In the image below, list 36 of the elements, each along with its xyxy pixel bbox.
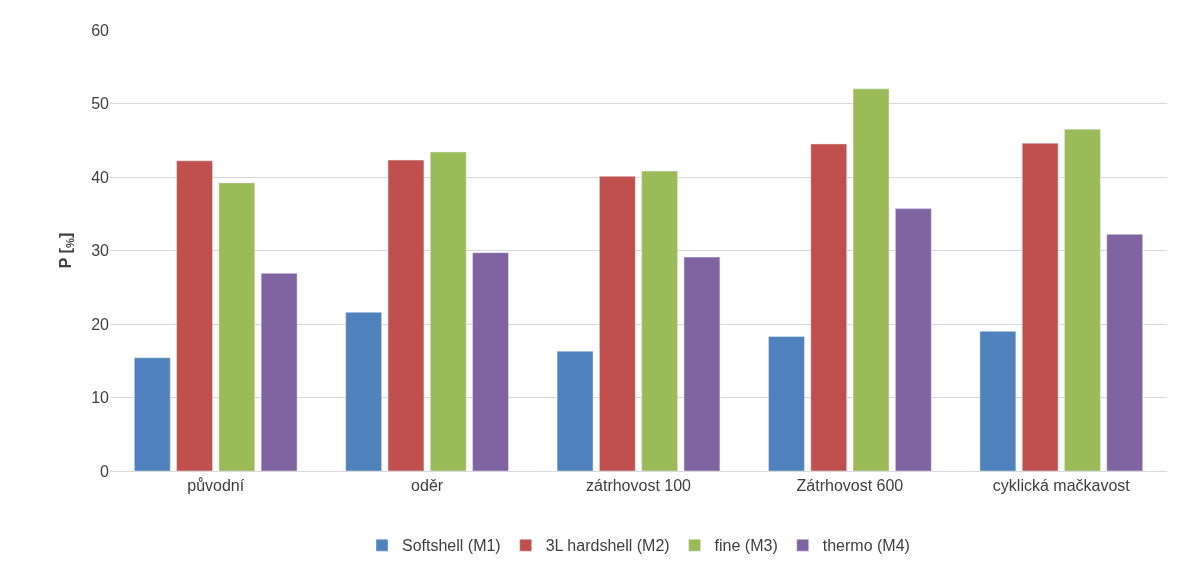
bar <box>176 160 213 471</box>
legend-label: thermo (M4) <box>822 537 910 555</box>
bar <box>599 176 636 471</box>
bar <box>260 273 298 471</box>
x-tick-label: původní <box>187 477 245 495</box>
bar <box>895 208 932 471</box>
y-tick-label: 30 <box>91 242 110 260</box>
bar <box>810 143 847 471</box>
bar <box>387 159 425 471</box>
bar <box>430 151 467 471</box>
y-tick-label: 50 <box>91 95 110 113</box>
y-tick-label: 10 <box>91 389 110 407</box>
y-tick-label: 20 <box>91 315 110 333</box>
bar <box>768 336 805 471</box>
bar <box>683 256 721 471</box>
bar <box>472 252 509 471</box>
bar <box>1106 234 1143 471</box>
bar <box>852 88 890 471</box>
x-tick-label: cyklická mačkavost <box>992 477 1131 495</box>
y-tick-label: 40 <box>91 168 110 186</box>
x-tick-label: oděr <box>411 477 444 495</box>
legend-label: 3L hardshell (M2) <box>545 537 670 555</box>
x-tick-label: Zátrhovost 600 <box>796 477 904 495</box>
legend-label: fine (M3) <box>714 537 778 555</box>
bar <box>134 357 171 471</box>
bar <box>641 170 678 471</box>
bar <box>345 311 382 471</box>
x-tick-label: zátrhovost 100 <box>586 477 692 495</box>
y-tick-label: 0 <box>100 462 110 480</box>
bar <box>1021 142 1059 471</box>
bar <box>556 350 594 471</box>
bar <box>218 182 256 471</box>
bar <box>979 331 1017 471</box>
bar <box>1064 128 1101 471</box>
legend-label: Softshell (M1) <box>402 537 501 555</box>
y-tick-label: 60 <box>91 21 110 39</box>
